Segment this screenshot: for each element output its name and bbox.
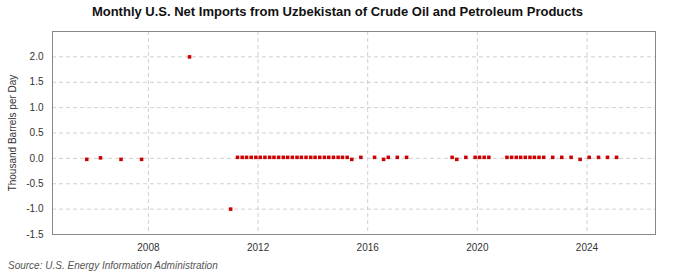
svg-text:2016: 2016 [357, 242, 380, 253]
svg-text:2.0: 2.0 [30, 51, 44, 62]
svg-text:2024: 2024 [576, 242, 599, 253]
svg-text:1.5: 1.5 [30, 76, 44, 87]
svg-text:0.5: 0.5 [30, 127, 44, 138]
svg-text:-1.0: -1.0 [26, 203, 44, 214]
svg-text:-1.5: -1.5 [26, 229, 44, 240]
html-text:Monthly U.S. Net Imports from: Monthly U.S. Net Imports from Uzbekistan… [91, 4, 584, 19]
svg-text:0.0: 0.0 [30, 153, 44, 164]
svg-text:2020: 2020 [466, 242, 489, 253]
svg-text:Thousand Barrels per Day: Thousand Barrels per Day [7, 75, 18, 192]
svg-text:2008: 2008 [137, 242, 160, 253]
svg-text:-0.5: -0.5 [26, 178, 44, 189]
svg-text:1.0: 1.0 [30, 102, 44, 113]
html-text:Source: U.S. Energy Informatio: Source: U.S. Energy Information Administ… [8, 260, 218, 271]
svg-text:2012: 2012 [247, 242, 270, 253]
